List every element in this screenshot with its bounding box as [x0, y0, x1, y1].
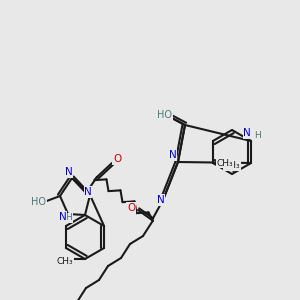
Text: O: O	[113, 154, 121, 164]
Text: CH₃: CH₃	[57, 256, 73, 266]
Text: N: N	[59, 212, 67, 222]
Text: H: H	[254, 131, 260, 140]
Text: O: O	[127, 203, 135, 213]
Text: CH₃: CH₃	[224, 161, 240, 170]
Text: N: N	[157, 195, 165, 205]
Text: HO: HO	[32, 197, 46, 207]
Text: CH₃: CH₃	[217, 158, 233, 167]
Text: N: N	[169, 150, 177, 160]
Text: H: H	[66, 214, 72, 223]
Text: N: N	[65, 167, 73, 177]
Text: HO: HO	[158, 110, 172, 120]
Text: N: N	[243, 128, 251, 138]
Text: N: N	[84, 187, 92, 197]
